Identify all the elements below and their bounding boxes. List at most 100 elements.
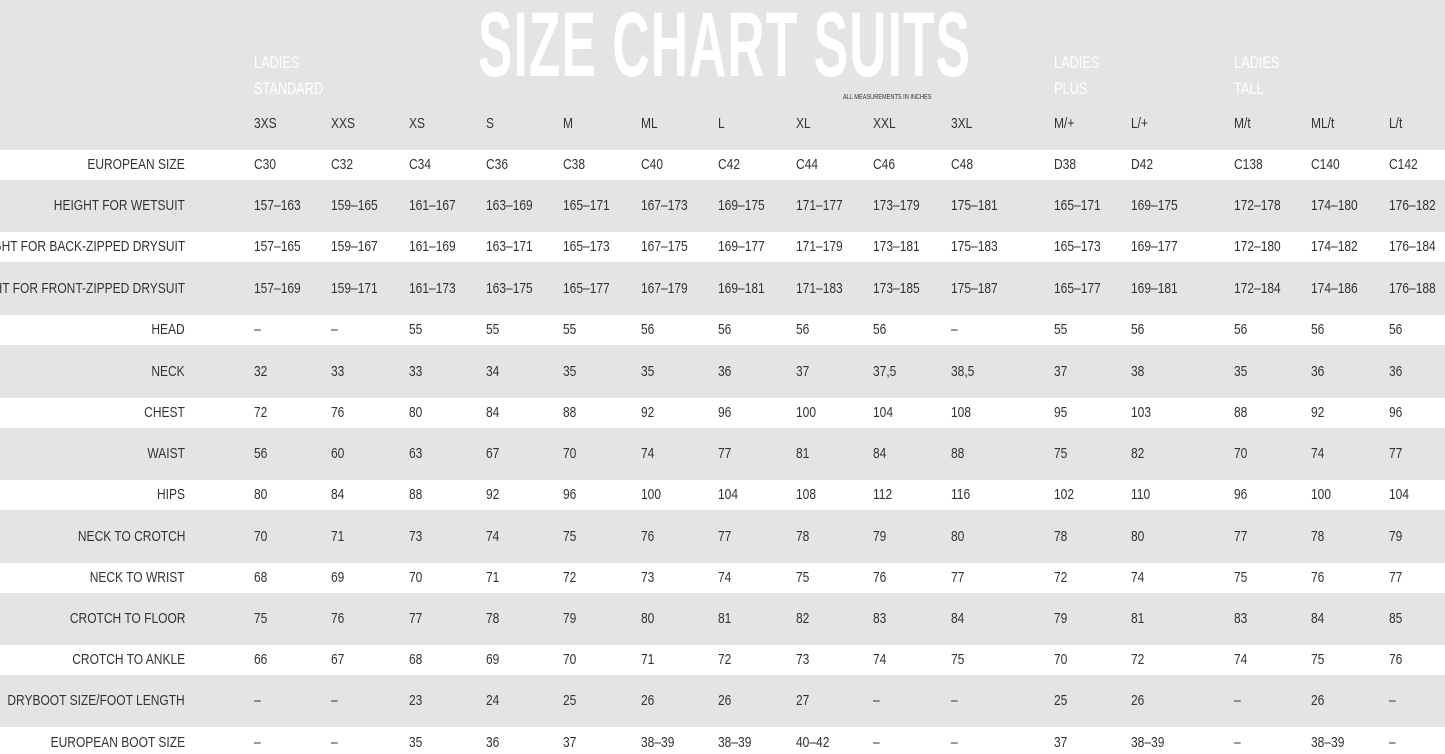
table-cell: 169–175 — [718, 197, 765, 214]
table-cell: – — [331, 692, 338, 709]
table-cell: – — [254, 321, 261, 338]
table-cell: 56 — [796, 321, 810, 338]
table-cell: 100 — [796, 404, 817, 421]
table-cell: 56 — [718, 321, 732, 338]
table-cell: 173–179 — [873, 197, 920, 214]
size-header: L — [718, 115, 725, 132]
table-cell: 175–187 — [951, 279, 998, 297]
table-cell: 70 — [1054, 651, 1068, 668]
table-cell: 172–178 — [1234, 197, 1281, 214]
table-row — [0, 593, 1445, 645]
table-cell: – — [873, 692, 880, 709]
row-label: NECK — [151, 362, 185, 380]
table-cell: 81 — [796, 445, 810, 462]
row-label: CROTCH TO FLOOR — [69, 610, 185, 627]
table-cell: 83 — [1234, 610, 1248, 627]
table-cell: 77 — [409, 610, 423, 627]
table-cell: 35 — [1234, 362, 1248, 380]
size-header: XXL — [873, 115, 896, 132]
table-cell: 83 — [873, 610, 887, 627]
table-cell: 77 — [1234, 527, 1248, 545]
table-cell: 92 — [486, 486, 500, 503]
table-cell: 74 — [718, 569, 732, 586]
size-header: ML/t — [1311, 115, 1335, 132]
table-cell: 176–182 — [1389, 197, 1436, 214]
table-cell: 37 — [1054, 362, 1068, 380]
table-cell: 171–183 — [796, 279, 843, 297]
table-cell: 80 — [254, 486, 268, 503]
table-cell: 72 — [1054, 569, 1068, 586]
table-cell: 161–167 — [409, 197, 456, 214]
table-cell: 70 — [409, 569, 423, 586]
table-cell: 24 — [486, 692, 500, 709]
table-cell: 37,5 — [873, 362, 897, 380]
table-cell: 25 — [563, 692, 577, 709]
group-label: LADIES STANDARD — [254, 50, 323, 102]
table-cell: – — [951, 692, 958, 709]
size-header: S — [486, 115, 495, 132]
table-cell: 85 — [1389, 610, 1403, 627]
table-cell: 72 — [563, 569, 577, 586]
table-cell: C142 — [1389, 156, 1418, 173]
table-cell: C38 — [563, 156, 586, 173]
table-cell: 96 — [563, 486, 577, 503]
group-label-line: TALL — [1234, 79, 1264, 98]
table-row — [0, 262, 1445, 315]
table-cell: 76 — [641, 527, 655, 545]
table-cell: 167–173 — [641, 197, 688, 214]
table-cell: C32 — [331, 156, 354, 173]
table-cell: 37 — [796, 362, 810, 380]
table-cell: 38,5 — [951, 362, 975, 380]
table-cell: 163–169 — [486, 197, 533, 214]
table-cell: 77 — [718, 527, 732, 545]
table-cell: 165–171 — [1054, 197, 1101, 214]
table-cell: 71 — [486, 569, 500, 586]
table-cell: 100 — [641, 486, 662, 503]
group-label-line: LADIES — [254, 53, 300, 72]
row-label: EUROPEAN BOOT SIZE — [50, 733, 185, 751]
table-cell: 110 — [1131, 486, 1151, 503]
table-cell: 78 — [1054, 527, 1068, 545]
table-cell: 40–42 — [796, 733, 830, 751]
row-label: EUROPEAN SIZE — [87, 156, 185, 173]
table-cell: 36 — [1389, 362, 1403, 380]
table-cell: 26 — [641, 692, 655, 709]
table-cell: 70 — [254, 527, 268, 545]
table-cell: 23 — [409, 692, 423, 709]
table-cell: 63 — [409, 445, 423, 462]
table-cell: 69 — [331, 569, 345, 586]
table-cell: 56 — [254, 445, 268, 462]
table-cell: 33 — [331, 362, 345, 380]
row-label: NECK TO CROTCH — [77, 527, 185, 545]
table-cell: 68 — [254, 569, 268, 586]
table-cell: 73 — [409, 527, 423, 545]
size-header: ML — [641, 115, 658, 132]
table-cell: 171–177 — [796, 197, 843, 214]
table-cell: 76 — [1389, 651, 1403, 668]
table-cell: 36 — [486, 733, 500, 751]
table-cell: 84 — [1311, 610, 1325, 627]
table-cell: 171–179 — [796, 238, 843, 255]
table-cell: 35 — [641, 362, 655, 380]
table-cell: 26 — [1311, 692, 1325, 709]
table-cell: C44 — [796, 156, 819, 173]
table-cell: – — [1234, 692, 1241, 709]
size-header: L/+ — [1131, 115, 1149, 132]
table-cell: D42 — [1131, 156, 1154, 173]
table-cell: 76 — [1311, 569, 1325, 586]
table-cell: 76 — [873, 569, 887, 586]
table-cell: – — [873, 733, 880, 751]
table-cell: 76 — [331, 404, 345, 421]
table-cell: 161–173 — [409, 279, 456, 297]
table-cell: 70 — [563, 445, 577, 462]
table-cell: 73 — [796, 651, 810, 668]
table-cell: 175–183 — [951, 238, 998, 255]
table-cell: C138 — [1234, 156, 1263, 173]
table-cell: – — [1234, 733, 1241, 751]
table-cell: – — [331, 321, 338, 338]
table-cell: 161–169 — [409, 238, 456, 255]
table-cell: 74 — [1234, 651, 1248, 668]
table-cell: 78 — [1311, 527, 1325, 545]
table-cell: 66 — [254, 651, 268, 668]
table-cell: 55 — [409, 321, 423, 338]
